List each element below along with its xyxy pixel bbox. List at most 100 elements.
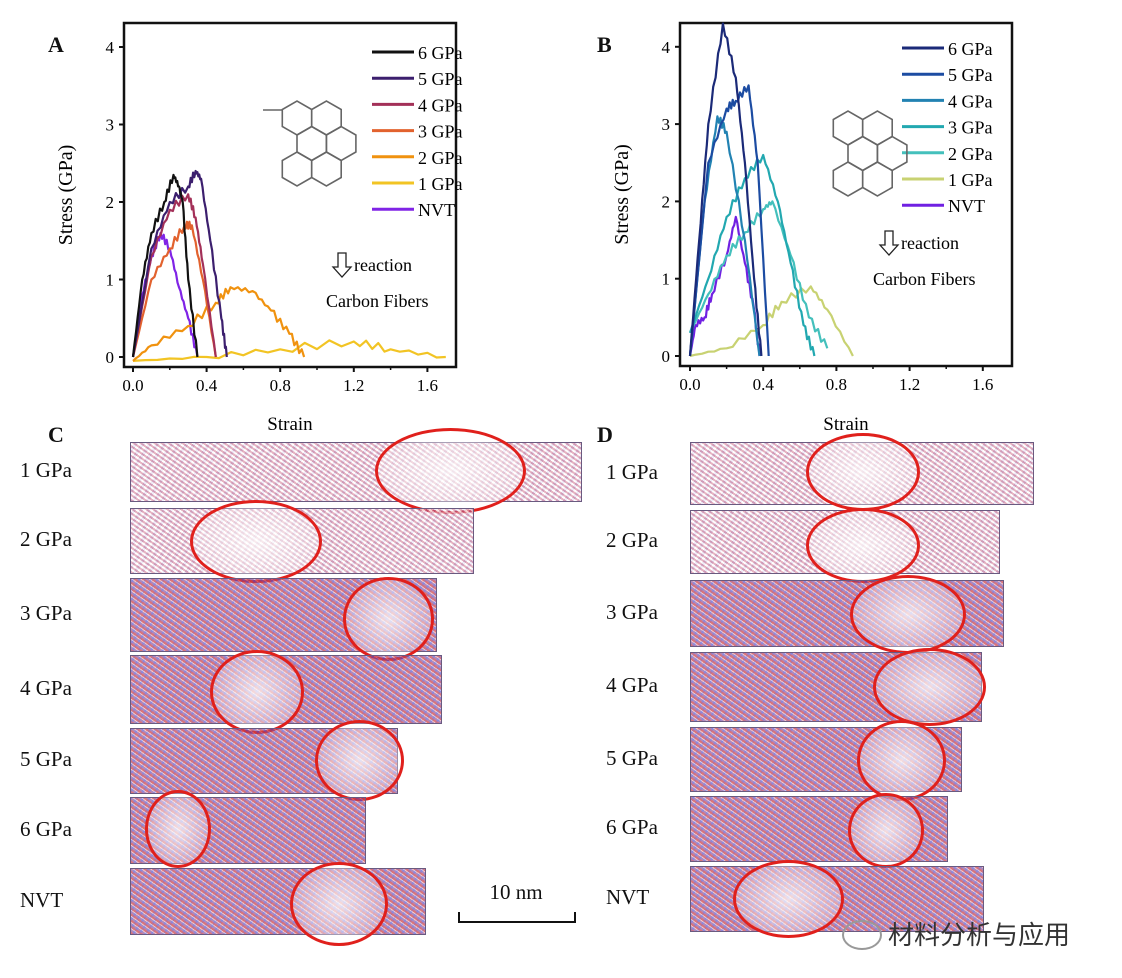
- legend-label: NVT: [948, 196, 985, 216]
- series-line-1-gpa: [132, 339, 446, 362]
- series-line-6-gpa: [131, 173, 199, 358]
- fracture-region-ellipse: [733, 860, 844, 938]
- ring: [832, 161, 864, 197]
- scale-bar-label: 10 nm: [489, 880, 543, 904]
- ring: [281, 151, 313, 187]
- series-line-6-gpa: [688, 22, 763, 357]
- series-line-3-gpa: [688, 153, 816, 357]
- down-arrow-icon: [331, 252, 353, 278]
- series-line-1-gpa: [689, 285, 854, 358]
- ring: [861, 161, 894, 197]
- fracture-region-ellipse: [850, 575, 966, 654]
- legend-label: 1 GPa: [948, 170, 993, 190]
- legend-label: 6 GPa: [418, 43, 463, 63]
- y-tick-label: 2: [662, 192, 671, 211]
- wechat-icon: [842, 920, 882, 950]
- legend-label: 5 GPa: [948, 65, 993, 85]
- x-tick-label: 0.4: [753, 375, 775, 394]
- series-line-5-gpa: [688, 84, 770, 357]
- row-label: 4 GPa: [20, 675, 72, 700]
- x-tick-label: 1.2: [899, 375, 920, 394]
- y-tick-label: 0: [106, 348, 115, 367]
- reaction-label: reaction: [354, 255, 412, 275]
- y-tick-label: 4: [662, 38, 671, 57]
- y-tick-label: 4: [106, 38, 115, 57]
- scale-bar: [458, 912, 576, 923]
- row-label: 1 GPa: [20, 458, 72, 482]
- molecule-structure: [281, 100, 357, 187]
- fracture-region-ellipse: [315, 720, 404, 801]
- panel-letter-b: B: [597, 32, 612, 57]
- row-label: 5 GPa: [606, 745, 658, 770]
- y-axis-label: Stress (GPa): [55, 145, 77, 246]
- legend-label: 2 GPa: [948, 144, 993, 164]
- plot-frame: [678, 21, 1014, 368]
- row-label: 5 GPa: [20, 747, 72, 771]
- fracture-region-ellipse: [857, 720, 946, 801]
- row-label: NVT: [606, 885, 650, 909]
- watermark: 材料分析与应用: [888, 921, 1071, 951]
- panel-letter-d: D: [597, 422, 613, 447]
- y-tick-label: 1: [106, 271, 115, 290]
- fracture-region-ellipse: [190, 500, 322, 583]
- down-arrow-icon: [878, 230, 900, 256]
- y-tick-label: 0: [662, 347, 671, 366]
- series-line-2-gpa: [689, 200, 829, 349]
- molecule-structure: [832, 110, 908, 197]
- legend-label: 4 GPa: [418, 95, 463, 115]
- x-tick-label: 0.8: [826, 375, 847, 394]
- legend-label: 5 GPa: [418, 69, 463, 89]
- panel-letter-a: A: [48, 32, 64, 57]
- fracture-region-ellipse: [210, 650, 304, 734]
- x-tick-label: 0.0: [122, 376, 143, 395]
- row-label: 1 GPa: [606, 459, 658, 484]
- fracture-region-ellipse: [343, 577, 434, 661]
- fracture-region-ellipse: [806, 508, 920, 583]
- x-tick-label: 1.6: [417, 376, 438, 395]
- series-line-2-gpa: [132, 286, 306, 362]
- chart-b: 0.0 0.4 0.8 1.2 1.6 0 1 2 3 4 Strain Stress (GPa) 6 …: [611, 21, 1014, 435]
- y-tick-label: 2: [106, 193, 115, 212]
- legend-label: 2 GPa: [418, 148, 463, 168]
- product-label: Carbon Fibers: [873, 269, 976, 289]
- row-label: 6 GPa: [606, 815, 658, 839]
- x-tick-label: 1.6: [972, 375, 993, 394]
- reaction-label: reaction: [901, 233, 959, 253]
- legend-label: 1 GPa: [418, 174, 463, 194]
- x-axis-label: Strain: [823, 414, 869, 435]
- fracture-region-ellipse: [375, 428, 526, 514]
- fracture-region-ellipse: [290, 862, 388, 946]
- series-line-5-gpa: [131, 169, 228, 358]
- x-axis-label: Strain: [267, 414, 313, 435]
- row-label: 3 GPa: [20, 601, 72, 625]
- x-tick-label: 0.8: [270, 376, 291, 395]
- x-tick-label: 0.4: [196, 376, 218, 395]
- series-line-4-gpa: [131, 193, 217, 358]
- row-label: 3 GPa: [606, 599, 658, 624]
- fracture-region-ellipse: [873, 648, 986, 726]
- row-label: NVT: [20, 887, 64, 912]
- fracture-region-ellipse: [806, 433, 920, 511]
- legend-label: NVT: [418, 200, 455, 220]
- x-tick-label: 1.2: [343, 376, 364, 395]
- product-label: Carbon Fibers: [326, 291, 429, 311]
- fracture-region-ellipse: [848, 793, 924, 868]
- legend-label: 3 GPa: [418, 122, 463, 142]
- panel-letter-c: C: [48, 422, 64, 447]
- y-tick-label: 1: [662, 270, 671, 289]
- legend-label: 6 GPa: [948, 39, 993, 59]
- y-tick-label: 3: [106, 116, 115, 135]
- plot-frame: [122, 21, 458, 369]
- row-label: 2 GPa: [606, 528, 658, 552]
- legend-label: 4 GPa: [948, 91, 993, 111]
- y-tick-label: 3: [662, 115, 671, 134]
- fracture-region-ellipse: [145, 790, 211, 868]
- ring: [310, 151, 343, 187]
- legend-label: 3 GPa: [948, 118, 993, 138]
- row-label: 2 GPa: [20, 527, 72, 551]
- row-label: 6 GPa: [20, 816, 72, 841]
- x-tick-label: 0.0: [679, 375, 700, 394]
- row-label: 4 GPa: [606, 673, 658, 697]
- y-axis-label: Stress (GPa): [611, 144, 633, 245]
- chart-a: 0.0 0.4 0.8 1.2 1.6 0 1 2 3 4 Strain Stress (GPa) 6 …: [55, 21, 463, 435]
